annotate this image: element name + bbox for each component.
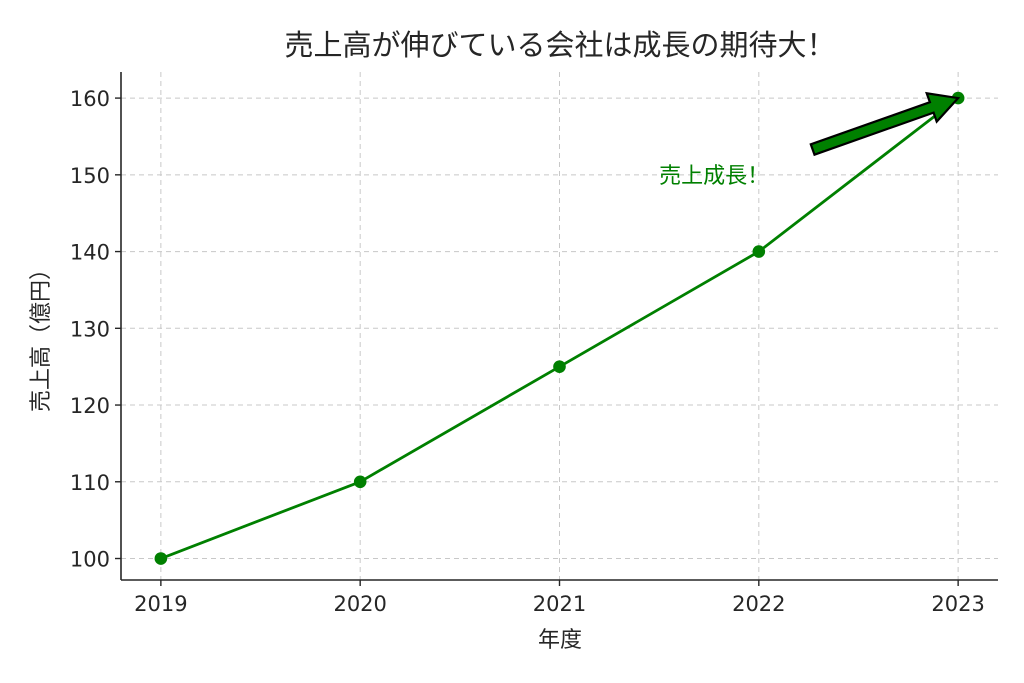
annotation-arrow	[809, 91, 961, 157]
x-tick-label-2019: 2019	[134, 592, 187, 616]
data-point-2021	[553, 360, 566, 373]
x-axis-label: 年度	[538, 628, 582, 653]
x-tick-label-2020: 2020	[333, 592, 386, 616]
x-tick-label-2023: 2023	[931, 592, 984, 616]
y-axis-label: 売上高（億円）	[29, 258, 54, 412]
annotation-text: 売上成長！	[659, 164, 769, 189]
y-tick-label-110: 110	[70, 471, 110, 495]
tick-labels: 2019 2020 2021 2022 2023 100 110 120 130 140 150 16…	[70, 87, 985, 616]
axes	[115, 72, 998, 586]
annotation: 売上成長！	[659, 91, 961, 189]
y-tick-label-160: 160	[70, 87, 110, 111]
chart-title: 売上高が伸びている会社は成長の期待大！	[284, 28, 835, 62]
y-tick-label-130: 130	[70, 317, 110, 341]
y-tick-label-120: 120	[70, 394, 110, 418]
data-point-2019	[154, 552, 168, 565]
data-point-2020	[353, 475, 367, 489]
x-tick-label-2021: 2021	[533, 592, 586, 616]
y-tick-label-150: 150	[70, 164, 110, 188]
data-point-2022	[752, 245, 766, 258]
grid-lines	[121, 72, 998, 580]
y-tick-label-140: 140	[70, 241, 110, 265]
x-tick-label-2022: 2022	[732, 592, 785, 616]
y-tick-label-100: 100	[70, 548, 110, 572]
